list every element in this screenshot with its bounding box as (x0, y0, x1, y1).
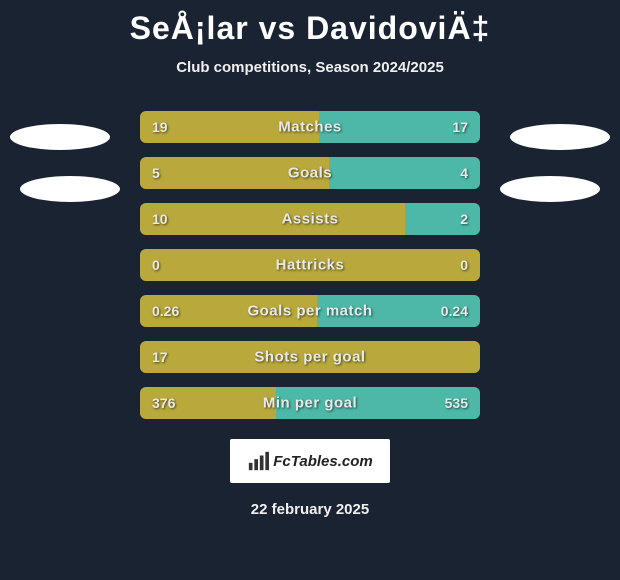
date-label: 22 february 2025 (0, 501, 620, 518)
stat-row: 0.26 Goals per match 0.24 (140, 295, 480, 327)
stat-label: Matches (278, 119, 342, 136)
stat-bar-left (140, 203, 405, 235)
stat-value-right: 17 (452, 119, 468, 135)
subtitle: Club competitions, Season 2024/2025 (0, 59, 620, 76)
stat-label: Hattricks (276, 257, 345, 274)
logo-box: FcTables.com (230, 439, 390, 483)
stat-row: 376 Min per goal 535 (140, 387, 480, 419)
stat-value-left: 19 (152, 119, 168, 135)
stat-value-left: 376 (152, 395, 175, 411)
stat-label: Goals per match (247, 303, 372, 320)
stat-value-right: 2 (460, 211, 468, 227)
player-shape-right-2 (500, 176, 600, 202)
stat-bar-right (329, 157, 480, 189)
stat-row: 17 Shots per goal (140, 341, 480, 373)
comparison-container: 19Matches175Goals410Assists20Hattricks00… (0, 111, 620, 419)
stat-value-left: 17 (152, 349, 168, 365)
stat-value-right: 535 (445, 395, 468, 411)
page-title: SeÅ¡lar vs DavidoviÄ‡ (0, 0, 620, 47)
stat-bars: 19Matches175Goals410Assists20Hattricks00… (140, 111, 480, 419)
stat-value-right: 0.24 (441, 303, 468, 319)
stat-value-left: 5 (152, 165, 160, 181)
stat-row: 0 Hattricks 0 (140, 249, 480, 281)
stat-row: 5 Goals 4 (140, 157, 480, 189)
stat-bar-right (405, 203, 480, 235)
logo-text: FcTables.com (273, 453, 372, 470)
stat-row: 19 Matches 17 (140, 111, 480, 143)
stat-label: Min per goal (263, 395, 357, 412)
bars-icon (247, 450, 269, 472)
stat-label: Goals (288, 165, 332, 182)
player-shape-right-1 (510, 124, 610, 150)
stat-value-right: 0 (460, 257, 468, 273)
stat-label: Shots per goal (254, 349, 365, 366)
player-shape-left-1 (10, 124, 110, 150)
stat-label: Assists (282, 211, 339, 228)
stat-value-right: 4 (460, 165, 468, 181)
stat-value-left: 0.26 (152, 303, 179, 319)
stat-row: 10 Assists 2 (140, 203, 480, 235)
player-shape-left-2 (20, 176, 120, 202)
stat-value-left: 10 (152, 211, 168, 227)
stat-value-left: 0 (152, 257, 160, 273)
